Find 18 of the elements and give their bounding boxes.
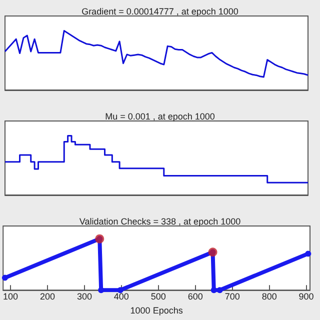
point <box>305 250 312 257</box>
point <box>210 287 217 294</box>
chart-title: Mu = 0.001 , at epoch 1000 <box>105 112 215 122</box>
point <box>216 287 223 294</box>
x-axis-title: 1000 Epochs <box>130 306 184 316</box>
x-tick-label: 300 <box>76 292 92 302</box>
point <box>117 287 124 294</box>
point <box>2 274 8 281</box>
x-tick-label: 800 <box>262 292 277 302</box>
chart-title: Validation Checks = 338 , at epoch 1000 <box>79 216 241 226</box>
x-tick-label: 400 <box>114 292 129 302</box>
x-tick-label: 200 <box>40 292 55 302</box>
x-tick-label: 700 <box>224 292 240 302</box>
x-tick-label: 900 <box>298 292 314 302</box>
x-tick-label: 500 <box>150 292 166 302</box>
chart-title: Gradient = 0.00014777 , at epoch 1000 <box>82 6 238 16</box>
x-tick-label: 100 <box>2 292 18 302</box>
x-tick-label: 600 <box>188 292 203 302</box>
